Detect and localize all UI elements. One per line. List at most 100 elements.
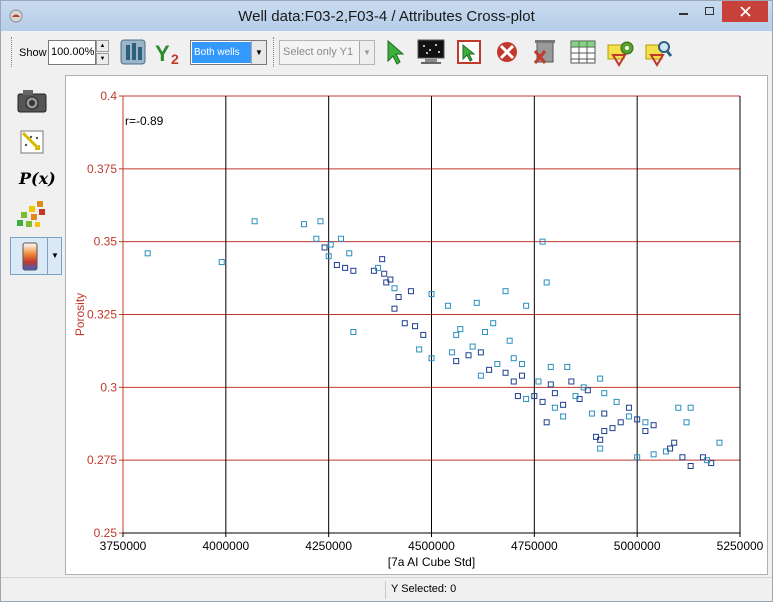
data-point	[601, 390, 608, 397]
data-point	[568, 378, 575, 385]
data-point	[564, 363, 571, 370]
select-arrow-icon[interactable]	[379, 37, 411, 67]
data-point	[551, 404, 558, 411]
data-point	[333, 261, 340, 268]
data-point	[465, 352, 472, 359]
data-point	[502, 288, 509, 295]
probability-density-button[interactable]: P(x)	[19, 169, 56, 188]
data-point	[350, 267, 357, 274]
x-tick-label: 5250000	[717, 539, 764, 553]
data-point	[588, 410, 595, 417]
data-point	[481, 328, 488, 335]
data-point	[597, 445, 604, 452]
data-point	[617, 419, 624, 426]
data-point	[395, 294, 402, 301]
zoom-input[interactable]: 100.00%	[48, 40, 96, 65]
data-point	[572, 393, 579, 400]
well-select[interactable]: Both wells ▼	[190, 40, 267, 65]
data-point	[597, 375, 604, 382]
data-point	[625, 404, 632, 411]
data-point	[547, 363, 554, 370]
data-point	[342, 264, 349, 271]
zoom-down-button[interactable]: ▼	[96, 53, 109, 65]
data-point	[317, 218, 324, 225]
data-point	[683, 419, 690, 426]
show-label: Show	[19, 47, 47, 59]
data-point	[675, 404, 682, 411]
data-point	[704, 457, 711, 464]
data-point	[338, 235, 345, 242]
data-point	[469, 343, 476, 350]
y-selected-status: Y Selected: 0	[391, 583, 457, 595]
y-tick-label: 0.275	[87, 453, 117, 467]
data-point	[327, 241, 334, 248]
settings-icon[interactable]	[605, 37, 637, 67]
data-point	[321, 244, 328, 251]
data-point	[687, 462, 694, 469]
data-point	[543, 419, 550, 426]
data-point	[671, 439, 678, 446]
data-point	[539, 398, 546, 405]
y-tick-label: 0.25	[94, 526, 118, 540]
remove-selection-icon[interactable]	[491, 37, 523, 67]
color-table-button[interactable]: ▼	[10, 237, 62, 275]
chevron-down-icon[interactable]: ▼	[251, 41, 266, 64]
toolbar-grip-2[interactable]	[273, 37, 277, 67]
density-plot-icon[interactable]	[13, 197, 51, 229]
data-point	[494, 361, 501, 368]
data-point	[144, 250, 151, 257]
data-point	[407, 288, 414, 295]
table-icon[interactable]	[567, 37, 599, 67]
data-point	[506, 337, 513, 344]
delete-icon[interactable]	[529, 37, 561, 67]
chevron-down-icon[interactable]: ▼	[51, 251, 59, 260]
data-point	[444, 302, 451, 309]
y1-select[interactable]: Select only Y1 ▼	[279, 40, 375, 65]
well-select-value: Both wells	[192, 42, 251, 63]
well-log-icon[interactable]	[117, 37, 149, 67]
chevron-down-icon[interactable]: ▼	[359, 41, 374, 64]
camera-icon[interactable]	[13, 85, 51, 117]
x-tick-label: 3750000	[100, 539, 147, 553]
close-icon	[739, 6, 751, 17]
close-button[interactable]	[722, 1, 768, 22]
maximize-button[interactable]	[696, 1, 722, 22]
plot-area[interactable]: 0.25 0.275 0.3 0.325 0.35 0.375 0.4 3750000 4000…	[65, 75, 768, 575]
data-point	[613, 398, 620, 405]
status-separator	[385, 581, 386, 599]
side-toolbar: P(x) ▼	[9, 75, 65, 575]
data-point	[531, 393, 538, 400]
maximize-icon	[704, 7, 714, 15]
x-tick-label: 5000000	[614, 539, 661, 553]
data-point	[535, 378, 542, 385]
data-point	[642, 419, 649, 426]
minimize-button[interactable]	[670, 1, 696, 22]
swap-axes-icon[interactable]	[13, 125, 51, 157]
data-point	[412, 323, 419, 330]
data-point	[416, 346, 423, 353]
data-point	[518, 361, 525, 368]
select-area-icon[interactable]	[453, 37, 485, 67]
correlation-annotation: r=-0.89	[125, 114, 164, 128]
toolbar-grip[interactable]	[11, 37, 15, 67]
y2-toggle-icon[interactable]: Y 2	[153, 37, 185, 67]
y-tick-label: 0.375	[87, 162, 117, 176]
data-point	[379, 256, 386, 263]
color-bar-icon	[22, 242, 38, 271]
data-point	[381, 270, 388, 277]
data-point	[251, 218, 258, 225]
data-point	[642, 428, 649, 435]
find-icon[interactable]	[643, 37, 675, 67]
svg-text:Y: Y	[155, 41, 170, 66]
window-title: Well data:F03-2,F03-4 / Attributes Cross…	[238, 8, 535, 25]
x-tick-label: 4250000	[305, 539, 352, 553]
display-icon[interactable]	[415, 37, 447, 67]
data-point	[560, 401, 567, 408]
y-tick-label: 0.3	[100, 380, 117, 394]
zoom-up-button[interactable]: ▲	[96, 40, 109, 52]
title-bar[interactable]: Well data:F03-2,F03-4 / Attributes Cross…	[1, 1, 772, 31]
data-point	[687, 404, 694, 411]
y-axis-label: Porosity	[73, 293, 87, 336]
crossplot-chart[interactable]: 0.25 0.275 0.3 0.325 0.35 0.375 0.4 3750000 4000…	[66, 76, 767, 574]
data-point	[662, 448, 669, 455]
